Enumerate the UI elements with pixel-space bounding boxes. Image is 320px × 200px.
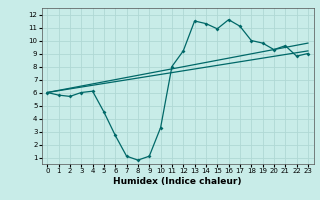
X-axis label: Humidex (Indice chaleur): Humidex (Indice chaleur) (113, 177, 242, 186)
